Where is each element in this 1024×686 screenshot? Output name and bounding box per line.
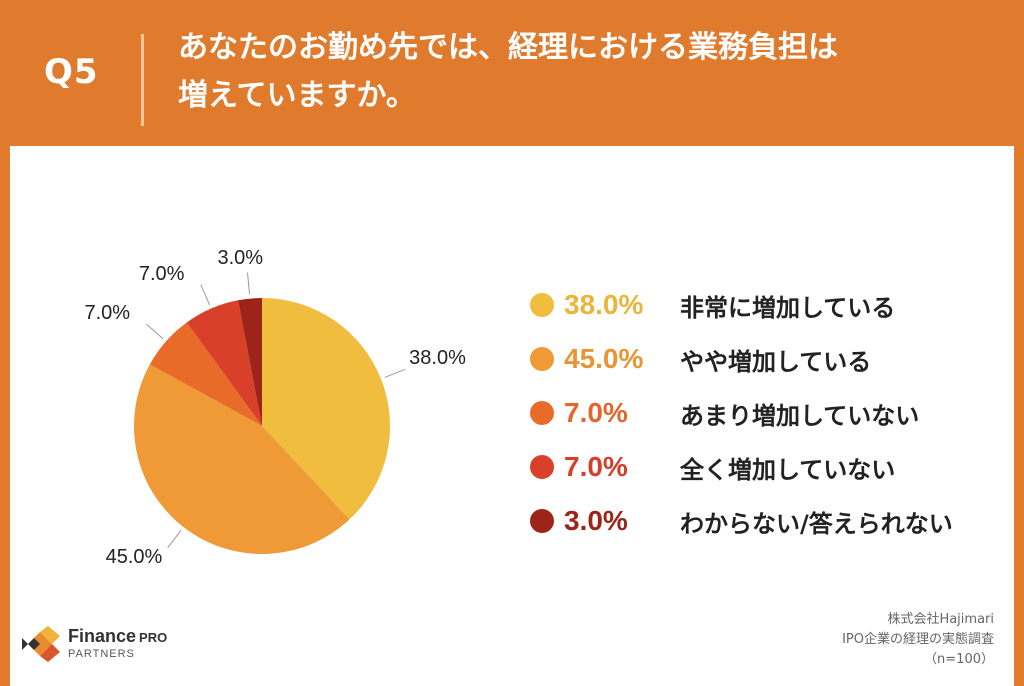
legend-dot-dont-know	[530, 509, 554, 533]
pie-slice-very-increased	[262, 298, 391, 520]
legend-item-not-much-increased: 7.0% あまり増加していない	[530, 386, 953, 440]
legend-label-slightly-increased: やや増加している	[680, 347, 872, 376]
legend-value-not-increased: 7.0%	[564, 451, 628, 482]
logo-pro: PRO	[139, 630, 168, 645]
legend-dot-not-increased	[530, 455, 554, 479]
source-survey: IPO企業の経理の実態調査	[842, 632, 994, 647]
legend-value-dont-know: 3.0%	[564, 505, 628, 536]
question-number: Q5	[44, 52, 99, 92]
pie-chart	[133, 272, 406, 554]
logo-finance: Finance	[68, 626, 137, 646]
source-sample-size: （n=100）	[924, 652, 994, 667]
pie-slice-dont-know	[238, 298, 262, 426]
header-divider	[141, 34, 144, 126]
pie-label-not-increased: 7.0%	[138, 262, 185, 285]
legend-dot-slightly-increased	[530, 347, 554, 371]
pie-label-not-much-increased: 7.0%	[84, 302, 131, 325]
legend-item-slightly-increased: 45.0% やや増加している	[530, 332, 953, 386]
legend-value-not-much-increased: 7.0%	[564, 397, 628, 428]
question-text: あなたのお勤め先では、経理における業務負担は 増えていますか。	[178, 24, 998, 120]
pie-label-dont-know: 3.0%	[217, 246, 264, 269]
logo-partners: PARTNERS	[68, 648, 135, 660]
legend-dot-not-much-increased	[530, 401, 554, 425]
header: Q5 あなたのお勤め先では、経理における業務負担は 増えていますか。	[0, 0, 1024, 146]
pie-leader-line-slightly-increased	[167, 529, 182, 548]
pie-slice-not-much-increased	[149, 322, 262, 426]
question-line-1: あなたのお勤め先では、経理における業務負担は	[178, 30, 838, 65]
legend-dot-very-increased	[530, 293, 554, 317]
logo-text: Finance PRO	[68, 626, 167, 647]
legend-label-very-increased: 非常に増加している	[680, 293, 896, 322]
pie-label-very-increased: 38.0%	[409, 347, 466, 370]
legend-item-very-increased: 38.0% 非常に増加している	[530, 278, 953, 332]
legend: 38.0% 非常に増加している 45.0% やや増加している 7.0% あまり増加していな…	[530, 278, 953, 548]
pie-label-slightly-increased: 45.0%	[105, 545, 163, 568]
pie-slice-not-increased	[186, 300, 262, 426]
legend-label-not-much-increased: あまり増加していない	[680, 401, 920, 430]
legend-item-not-increased: 7.0% 全く増加していない	[530, 440, 953, 494]
source-company: 株式会社Hajimari	[887, 612, 994, 627]
pie-leader-line-very-increased	[384, 368, 406, 378]
pie-leader-line-dont-know	[247, 272, 251, 295]
legend-label-not-increased: 全く増加していない	[680, 455, 896, 484]
pie-leader-line-not-increased	[200, 284, 211, 306]
legend-value-slightly-increased: 45.0%	[564, 343, 644, 374]
legend-value-very-increased: 38.0%	[564, 289, 644, 320]
chart-card: 38.0% 45.0% 7.0% 7.0% 3.0% 38.0% 非常に増加している 45.…	[10, 146, 1014, 686]
pie-slice-slightly-increased	[133, 364, 350, 554]
source-note: 株式会社Hajimari IPO企業の経理の実態調査 （n=100）	[842, 610, 994, 670]
legend-item-dont-know: 3.0% わからない/答えられない	[530, 494, 953, 548]
logo-mark-icon	[22, 626, 60, 662]
pie-leader-line-not-much-increased	[146, 323, 164, 340]
question-line-2: 増えていますか。	[178, 78, 416, 113]
legend-label-dont-know: わからない/答えられない	[680, 509, 953, 538]
